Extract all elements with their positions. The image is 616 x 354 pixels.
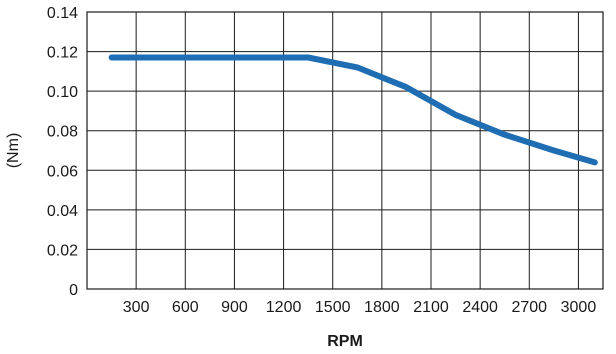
chart-series bbox=[108, 54, 598, 166]
x-tick-label: 1500 bbox=[315, 299, 351, 316]
y-tick-label: 0.02 bbox=[47, 242, 78, 259]
y-tick-label: 0.12 bbox=[47, 45, 78, 62]
y-tick-label: 0 bbox=[69, 282, 78, 299]
x-tick-label: 600 bbox=[172, 299, 199, 316]
chart-grid bbox=[86, 11, 604, 290]
x-tick-label: 1200 bbox=[266, 299, 302, 316]
x-tick-label: 2400 bbox=[462, 299, 498, 316]
y-tick-label: 0.06 bbox=[47, 163, 78, 180]
x-axis-label: RPM bbox=[327, 333, 363, 350]
x-tick-labels: 300 600 900 1200 1500 1800 2100 2400 2700 3000 bbox=[123, 299, 597, 316]
y-tick-labels: 0 0.02 0.04 0.06 0.08 0.10 0.12 0.14 bbox=[47, 5, 78, 299]
torque-series-line bbox=[108, 54, 598, 166]
y-tick-label: 0.10 bbox=[47, 84, 78, 101]
x-tick-label: 2100 bbox=[413, 299, 449, 316]
x-tick-label: 1800 bbox=[364, 299, 400, 316]
x-tick-label: 300 bbox=[123, 299, 150, 316]
y-tick-label: 0.08 bbox=[47, 124, 78, 141]
x-tick-label: 900 bbox=[221, 299, 248, 316]
plot-frame bbox=[86, 11, 604, 290]
y-tick-label: 0.14 bbox=[47, 5, 78, 22]
y-axis-label: (Nm) bbox=[5, 133, 22, 169]
y-tick-label: 0.04 bbox=[47, 203, 78, 220]
x-tick-label: 3000 bbox=[561, 299, 597, 316]
x-tick-label: 2700 bbox=[511, 299, 547, 316]
